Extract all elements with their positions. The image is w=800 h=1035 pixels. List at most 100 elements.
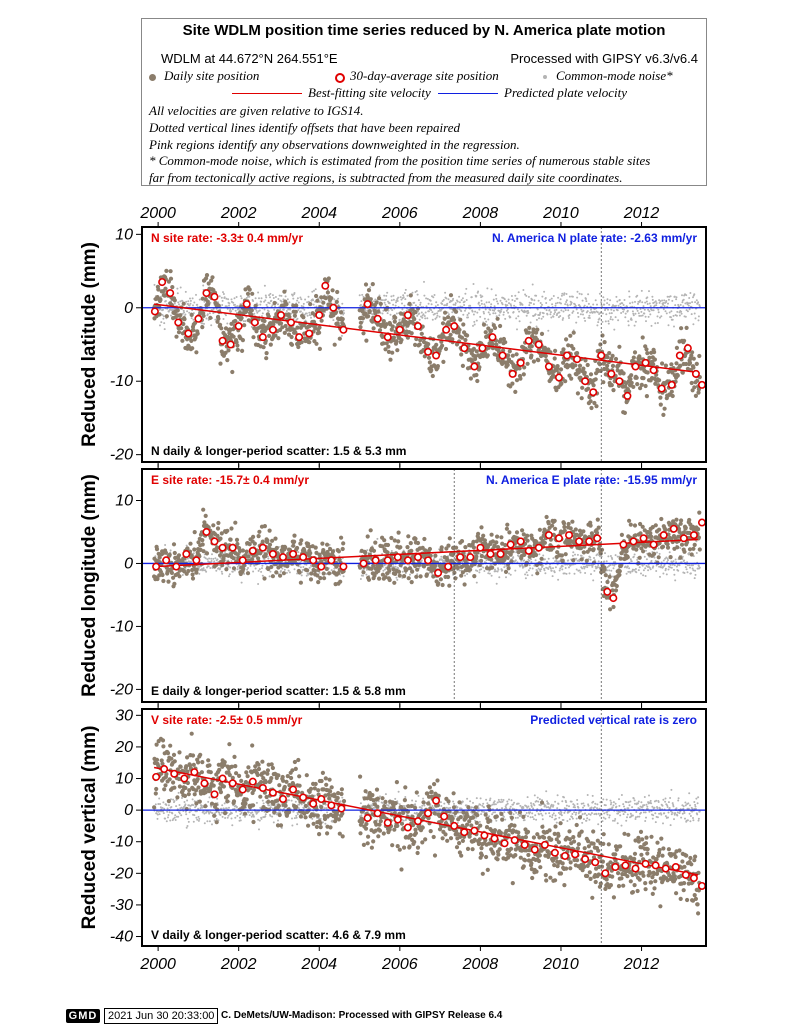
common-mode-point (494, 568, 496, 571)
daily-point (615, 368, 620, 373)
daily-point (461, 322, 466, 327)
daily-point (602, 567, 607, 572)
common-mode-point (483, 303, 486, 306)
common-mode-point (462, 313, 465, 316)
common-mode-point (657, 547, 660, 550)
daily-point (684, 361, 689, 367)
common-mode-point (585, 300, 588, 303)
common-mode-point (184, 313, 187, 316)
daily-point (336, 549, 341, 554)
daily-point (486, 326, 491, 331)
common-mode-point (575, 568, 578, 571)
average-point (184, 329, 193, 338)
daily-point (215, 526, 221, 531)
common-mode-point (230, 560, 233, 563)
daily-point (206, 302, 211, 307)
common-mode-point (678, 564, 681, 567)
common-mode-point (555, 558, 558, 561)
common-mode-point (497, 302, 499, 305)
common-mode-point (681, 294, 683, 297)
common-mode-point (493, 309, 496, 312)
common-mode-point (697, 301, 700, 304)
common-mode-point (495, 315, 498, 318)
common-mode-point (646, 296, 649, 299)
common-mode-point (269, 296, 271, 299)
common-mode-point (693, 293, 696, 296)
daily-point (613, 356, 619, 362)
common-mode-point (423, 280, 425, 283)
common-mode-point (531, 574, 534, 577)
daily-point (368, 297, 373, 302)
common-mode-point (645, 558, 648, 561)
common-mode-point (465, 287, 468, 290)
common-mode-point (292, 297, 295, 300)
daily-point (427, 546, 432, 552)
daily-point (608, 607, 613, 612)
common-mode-point (229, 308, 232, 311)
daily-point (413, 342, 418, 347)
common-mode-point (488, 301, 491, 304)
common-mode-point (435, 316, 438, 319)
common-mode-point (226, 322, 229, 325)
common-mode-point (181, 300, 184, 302)
common-mode-point (490, 288, 493, 291)
daily-point (607, 574, 612, 579)
daily-point (211, 523, 216, 528)
daily-point (315, 298, 320, 303)
common-mode-point (192, 552, 195, 555)
daily-point (250, 557, 255, 562)
common-mode-point (384, 303, 387, 306)
common-mode-point (308, 311, 311, 314)
daily-point (610, 588, 615, 593)
average-point (460, 344, 469, 353)
note-igs14: All velocities are given relative to IGS… (149, 103, 364, 118)
common-mode-point (542, 554, 545, 557)
common-mode-point (649, 568, 652, 571)
average-point (470, 362, 479, 371)
common-mode-point (631, 310, 634, 313)
daily-point (585, 362, 590, 368)
daily-point (160, 572, 165, 578)
common-mode-point (271, 304, 274, 307)
common-mode-point (478, 308, 481, 311)
common-mode-point (429, 299, 432, 302)
daily-point (208, 315, 213, 320)
daily-point (299, 340, 304, 345)
common-mode-point (434, 312, 436, 315)
common-mode-point (691, 301, 694, 304)
common-mode-point (662, 559, 665, 562)
common-mode-point (666, 561, 669, 563)
common-mode-point (660, 315, 663, 318)
common-mode-point (210, 557, 213, 560)
daily-point (204, 276, 209, 281)
average-point (581, 377, 590, 386)
common-mode-point (642, 574, 645, 577)
common-mode-point (458, 295, 461, 298)
daily-point (384, 341, 389, 346)
common-mode-point (456, 300, 459, 303)
daily-point (266, 566, 271, 572)
daily-point (674, 361, 679, 366)
common-mode-point (440, 308, 443, 311)
daily-point (609, 383, 614, 388)
common-mode-point (406, 294, 409, 297)
common-mode-point (689, 292, 692, 294)
common-mode-point (260, 297, 263, 300)
common-mode-point (464, 309, 466, 312)
daily-point (335, 289, 340, 295)
daily-point (529, 353, 534, 358)
common-mode-point (527, 569, 530, 572)
daily-point (477, 365, 482, 370)
common-mode-point (587, 293, 590, 296)
daily-point (293, 309, 298, 314)
chart-title: Site WDLM position time series reduced b… (182, 22, 666, 39)
site-rate-label: N site rate: -3.3± 0.4 mm/yr (151, 231, 303, 245)
daily-point (495, 534, 500, 539)
daily-point (575, 391, 581, 396)
common-mode-point (690, 313, 693, 316)
common-mode-point (257, 583, 260, 585)
daily-point (171, 542, 177, 547)
daily-point (190, 572, 195, 577)
common-mode-point (648, 566, 651, 569)
